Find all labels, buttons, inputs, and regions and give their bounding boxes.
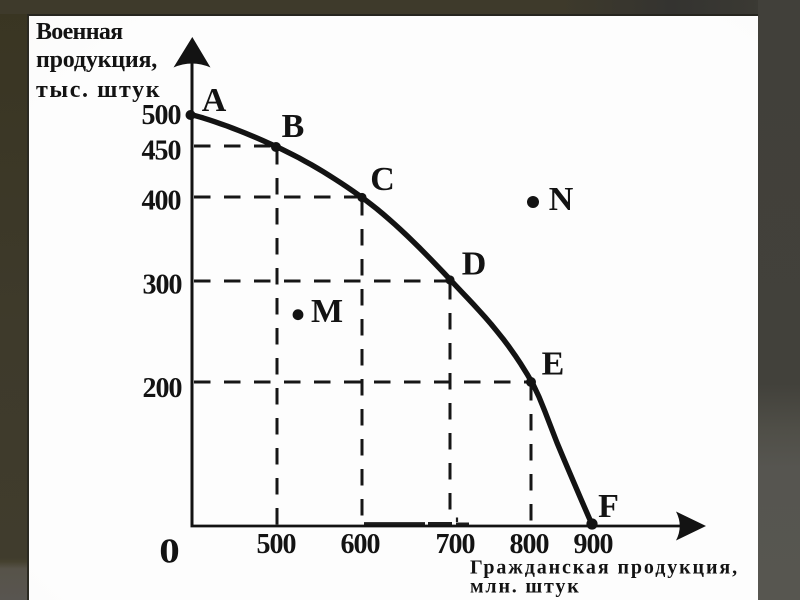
svg-text:500: 500 [142,100,181,131]
svg-text:тыс. штук: тыс. штук [36,77,161,103]
svg-text:D: D [462,246,487,283]
svg-text:N: N [549,181,574,218]
svg-text:600: 600 [341,529,380,560]
svg-text:500: 500 [257,529,296,560]
svg-text:B: B [282,108,305,145]
svg-text:млн. штук: млн. штук [470,576,581,598]
svg-text:800: 800 [510,529,549,560]
svg-text:E: E [542,346,565,383]
svg-text:A: A [202,82,227,119]
svg-text:F: F [598,488,619,525]
svg-text:0: 0 [159,532,180,571]
svg-text:200: 200 [143,373,182,404]
svg-text:C: C [370,161,395,198]
svg-text:450: 450 [142,136,181,167]
svg-text:продукция,: продукция, [36,47,157,73]
svg-text:Военная: Военная [36,19,123,45]
svg-text:900: 900 [574,529,613,560]
svg-text:700: 700 [436,529,475,560]
svg-text:400: 400 [142,186,181,217]
svg-text:Гражданская продукция,: Гражданская продукция, [470,557,739,579]
svg-text:M: M [311,293,343,330]
svg-text:300: 300 [143,270,182,301]
